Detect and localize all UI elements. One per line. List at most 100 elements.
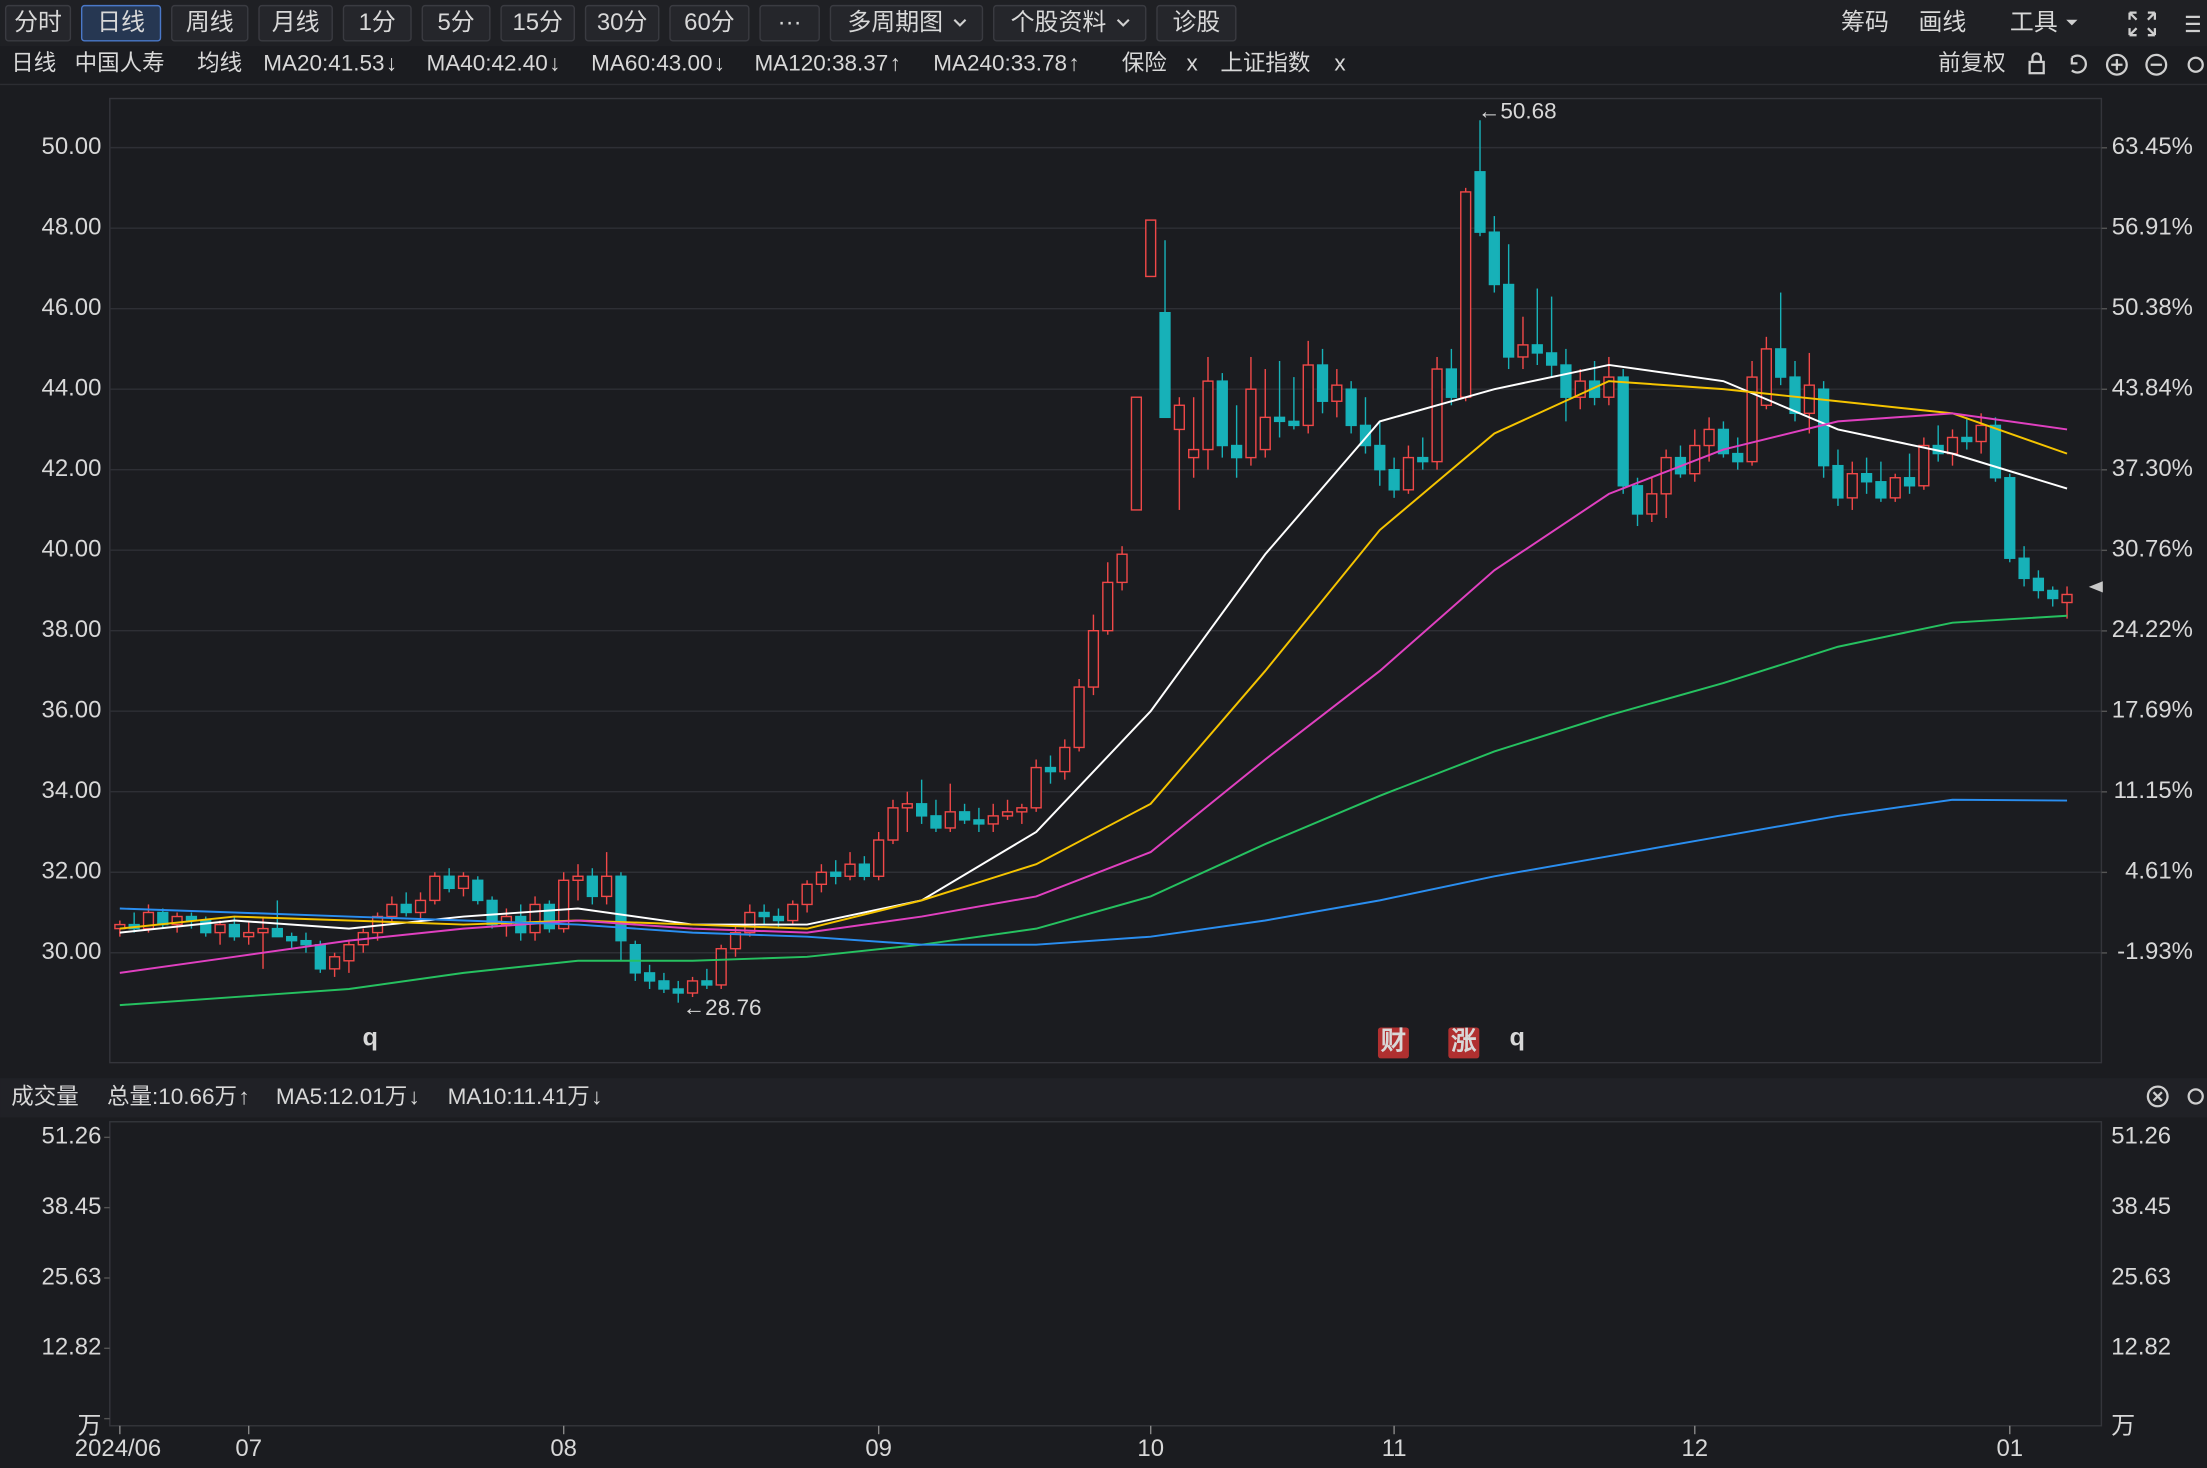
toolbar-button[interactable] xyxy=(342,4,412,42)
candle-body xyxy=(887,807,899,841)
candle-body xyxy=(414,899,427,914)
toolbar-button[interactable] xyxy=(759,4,820,42)
settings-icon[interactable] xyxy=(2187,56,2204,73)
toolbar-button[interactable] xyxy=(669,4,750,42)
candle-body xyxy=(1474,171,1486,233)
y-tick-label: 51.26 xyxy=(42,1123,102,1150)
sector-tag[interactable]: 保险 xyxy=(1122,51,1168,76)
toolbar-button[interactable] xyxy=(1156,4,1237,42)
candle-body xyxy=(758,911,770,918)
period-label: 日线 xyxy=(11,51,56,76)
toolbar-tool[interactable]: 工具 xyxy=(2010,9,2058,36)
candle-body xyxy=(1116,553,1128,584)
toolbar-button-label: 1分 xyxy=(359,9,396,36)
candle-body xyxy=(1202,380,1214,451)
toolbar-button[interactable] xyxy=(171,4,249,42)
legend-entry: MA40:42.40 xyxy=(427,51,548,76)
volume-title: 成交量 xyxy=(11,1084,79,1109)
candle-body xyxy=(1789,376,1801,415)
toolbar-button[interactable] xyxy=(4,4,72,42)
candle-body xyxy=(1832,464,1844,499)
candle-body xyxy=(1560,364,1572,398)
close-volume-icon[interactable] xyxy=(2146,1085,2169,1108)
y2-tick-label: 12.82 xyxy=(2111,1334,2171,1361)
event-marker[interactable]: 财 xyxy=(1381,1028,1406,1056)
candle-body xyxy=(243,931,255,938)
legend-entry: MA120:38.37 xyxy=(754,51,888,76)
lock-icon[interactable] xyxy=(2028,60,2045,75)
candle-body xyxy=(1245,388,1257,459)
volume-settings-icon[interactable] xyxy=(2187,1088,2204,1105)
y2-tick-label: 51.26 xyxy=(2111,1123,2171,1150)
adjust-mode[interactable]: 前复权 xyxy=(1938,51,2006,76)
toolbar-button[interactable] xyxy=(993,4,1147,42)
candle-body xyxy=(1574,380,1586,398)
candle-body xyxy=(328,956,341,970)
menu-icon[interactable] xyxy=(2185,15,2200,33)
candle-body xyxy=(686,980,699,994)
y-tick-label: 38.45 xyxy=(42,1193,102,1220)
candle-body xyxy=(1989,424,2002,479)
candle-body xyxy=(1402,456,1415,491)
y2-tick-label: 37.30% xyxy=(2112,455,2193,482)
toolbar-button-label: 月线 xyxy=(272,9,320,36)
y2-tick-label: 43.84% xyxy=(2112,375,2193,402)
event-marker-box[interactable] xyxy=(1377,1027,1409,1059)
y2-tick-label: 万 xyxy=(2111,1412,2135,1439)
volume-total: 总量:10.66万 xyxy=(107,1084,237,1109)
candle-body xyxy=(1173,404,1185,431)
tag-close[interactable]: x xyxy=(1187,51,1199,76)
zoom-out-icon[interactable] xyxy=(2145,53,2168,76)
toolbar-tool[interactable]: 筹码 xyxy=(1841,9,1889,36)
undo-icon[interactable] xyxy=(2070,54,2087,74)
y2-tick-label: 50.38% xyxy=(2112,294,2193,321)
chevron xyxy=(1116,18,1130,27)
legend-entry: MA10:11.41万 xyxy=(448,1084,590,1109)
candle-body xyxy=(1918,444,1930,487)
toolbar-button[interactable] xyxy=(584,4,660,42)
y-tick-label: 50.00 xyxy=(42,133,102,160)
candle-body xyxy=(300,939,312,946)
fullscreen-icon[interactable] xyxy=(2128,11,2157,37)
toolbar-button[interactable] xyxy=(258,4,333,42)
candle-body xyxy=(1102,581,1114,632)
plot-frame xyxy=(109,97,2103,1064)
toolbar-button[interactable] xyxy=(80,4,162,42)
candle-body xyxy=(830,871,842,877)
candle-body xyxy=(2061,593,2073,604)
candle-body xyxy=(1145,219,1157,278)
candle-body xyxy=(930,815,942,829)
candle-body xyxy=(629,943,641,974)
candle-body xyxy=(1946,436,1959,455)
toolbar-button[interactable] xyxy=(500,4,575,42)
candle-body xyxy=(801,883,813,906)
event-marker[interactable]: q xyxy=(1510,1023,1525,1051)
tag-close[interactable]: x xyxy=(1334,51,1346,76)
toolbar-button[interactable] xyxy=(421,4,491,42)
y2-tick-label: 38.45 xyxy=(2111,1193,2171,1220)
ma-line xyxy=(119,412,2068,974)
ma-line xyxy=(119,380,2068,930)
y2-tick-label: 25.63 xyxy=(2111,1263,2171,1290)
event-marker[interactable]: q xyxy=(362,1023,377,1051)
index-tag[interactable]: 上证指数 xyxy=(1220,51,1310,76)
y2-tick-label: 63.45% xyxy=(2112,133,2193,160)
ma-line xyxy=(119,363,2068,934)
candle-body xyxy=(1732,452,1744,463)
candle-body xyxy=(1460,191,1472,398)
y-tick-label: 46.00 xyxy=(42,294,102,321)
toolbar-tool[interactable]: 画线 xyxy=(1918,9,1966,36)
event-marker-box[interactable] xyxy=(1448,1027,1480,1059)
candle-body xyxy=(1760,348,1772,406)
candle-body xyxy=(1288,420,1300,427)
zoom-in-icon[interactable] xyxy=(2105,53,2128,76)
legend-entry: MA5:12.01万 xyxy=(276,1084,407,1109)
candle-body xyxy=(1860,473,1873,483)
price-annotation: ←28.76 xyxy=(683,995,762,1020)
event-marker[interactable]: 涨 xyxy=(1451,1028,1477,1056)
toolbar-button-label: 诊股 xyxy=(1172,9,1220,36)
toolbar-button[interactable] xyxy=(829,4,984,42)
candle-body xyxy=(1216,380,1228,447)
y-tick-label: 38.00 xyxy=(42,616,102,643)
candle-body xyxy=(915,803,928,817)
